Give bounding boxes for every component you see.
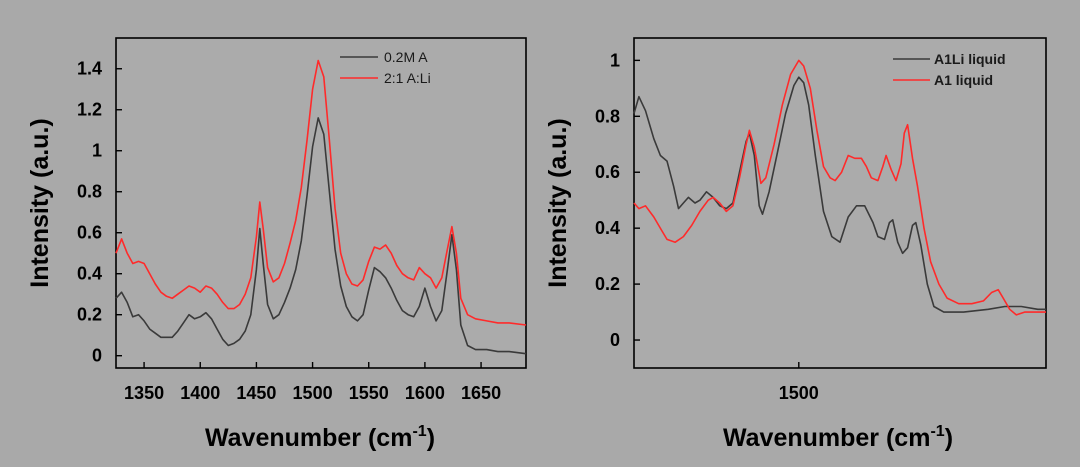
- xtick-label-left-6: 1650: [461, 383, 501, 403]
- ytick-label-right-2: 0.4: [595, 218, 620, 238]
- xticks-left: 1350 1400 1450 1500 1550 1600 1650: [124, 362, 501, 403]
- ytick-label-right-3: 0.6: [595, 162, 620, 182]
- x-axis-title-left-main: Wavenumber (cm: [205, 424, 412, 452]
- x-axis-title-left-sup: -1: [412, 423, 426, 440]
- legend-left-label-0: 0.2M A: [384, 49, 428, 65]
- ytick-label-left-7: 1.4: [77, 59, 102, 79]
- xtick-label-left-0: 1350: [124, 383, 164, 403]
- legend-left-label-1: 2:1 A:Li: [384, 70, 431, 86]
- ytick-label-right-0: 0: [610, 330, 620, 350]
- series-group-right: [633, 59, 1046, 316]
- ytick-label-right-5: 1: [610, 50, 620, 70]
- ytick-label-left-5: 1: [92, 141, 102, 161]
- legend-right-label-1: A1 liquid: [934, 72, 993, 88]
- x-axis-title-right-main: Wavenumber (cm: [723, 424, 930, 452]
- chart-right: 0 0.2 0.4 0.6 0.8 1 1500 Intensity (a.u.) Wav…: [544, 37, 1047, 452]
- xticks-right: 1500: [779, 362, 819, 403]
- legend-right-label-0: A1Li liquid: [934, 51, 1006, 67]
- x-axis-title-right-close: ): [945, 424, 953, 452]
- ytick-label-right-4: 0.8: [595, 106, 620, 126]
- xtick-label-left-1: 1400: [180, 383, 220, 403]
- xtick-label-left-4: 1550: [349, 383, 389, 403]
- xtick-label-left-3: 1500: [293, 383, 333, 403]
- x-axis-title-right-sup: -1: [930, 423, 944, 440]
- ytick-label-left-1: 0.2: [77, 305, 102, 325]
- ytick-label-right-1: 0.2: [595, 274, 620, 294]
- yticks-right: 0 0.2 0.4 0.6 0.8 1: [595, 50, 640, 350]
- legend-right: A1Li liquid A1 liquid: [893, 51, 1006, 88]
- series-line-left-1: [115, 59, 527, 326]
- ytick-label-left-6: 1.2: [77, 100, 102, 120]
- y-axis-title-right: Intensity (a.u.): [544, 118, 572, 287]
- series-group-left: [115, 59, 527, 355]
- xtick-label-left-2: 1450: [236, 383, 276, 403]
- x-axis-title-left: Wavenumber (cm-1): [205, 423, 435, 452]
- y-axis-title-left: Intensity (a.u.): [26, 118, 54, 287]
- legend-left: 0.2M A 2:1 A:Li: [340, 49, 431, 86]
- ytick-label-left-0: 0: [92, 346, 102, 366]
- series-line-right-0: [633, 76, 1046, 313]
- ytick-label-left-3: 0.6: [77, 223, 102, 243]
- plot-area-right: [633, 37, 1047, 369]
- x-axis-title-right: Wavenumber (cm-1): [723, 423, 953, 452]
- x-axis-title-left-close: ): [427, 424, 435, 452]
- xtick-label-right-0: 1500: [779, 383, 819, 403]
- chart-left: 0 0.2 0.4 0.6 0.8 1 1.2 1.4 1350 1400 1450 1500 155…: [26, 37, 527, 452]
- ytick-label-left-4: 0.8: [77, 182, 102, 202]
- plot-area-left: [115, 37, 527, 369]
- yticks-left: 0 0.2 0.4 0.6 0.8 1 1.2 1.4: [77, 59, 122, 366]
- xtick-label-left-5: 1600: [405, 383, 445, 403]
- series-line-left-0: [115, 117, 527, 355]
- ytick-label-left-2: 0.4: [77, 264, 102, 284]
- series-line-right-1: [633, 59, 1046, 316]
